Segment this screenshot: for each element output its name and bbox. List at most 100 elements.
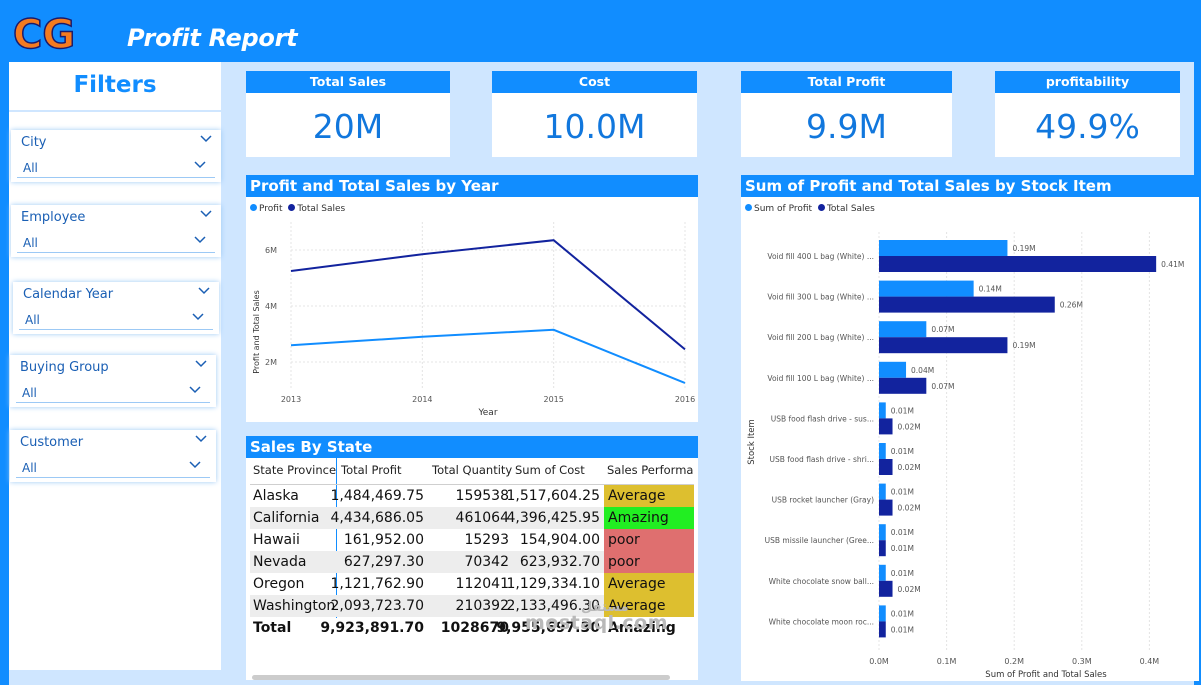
x-tick-label: 2016 (675, 395, 695, 404)
watermark-text: mostaql.com (525, 612, 669, 634)
chevron-down-icon[interactable] (194, 434, 208, 444)
data-label: 0.19M (1012, 244, 1035, 253)
slicer-dropdown[interactable]: All (16, 381, 210, 403)
data-label: 0.07M (931, 325, 954, 334)
chevron-down-icon[interactable] (193, 160, 207, 170)
slicer-customer[interactable]: Customer All (10, 430, 216, 482)
slicer-buying-group[interactable]: Buying Group All (10, 355, 216, 407)
bar-chart-panel[interactable]: Sum of Profit and Total Sales by Stock I… (741, 175, 1199, 681)
column-header[interactable]: Total Profit (341, 463, 402, 477)
table-row[interactable]: Washington 2,093,723.70 210392 2,133,496… (250, 595, 694, 617)
cell-cost: 1,517,604.25 (506, 488, 600, 504)
cell-quantity: 210392 (455, 598, 509, 614)
chevron-down-icon[interactable] (199, 134, 213, 144)
kpi-value: 10.0M (543, 107, 646, 146)
slicer-calendar-year[interactable]: Calendar Year All (13, 282, 219, 334)
legend-item: Total Sales (826, 204, 875, 214)
slicer-value: All (22, 386, 37, 400)
column-header[interactable]: Sum of Cost (515, 463, 585, 477)
data-label: 0.19M (1012, 341, 1035, 350)
cell-profit: 161,952.00 (343, 532, 424, 548)
chart-legend[interactable]: Sum of Profit Total Sales (745, 204, 875, 214)
category-label: USB food flash drive - shri... (769, 455, 874, 464)
cell-state: Nevada (253, 554, 307, 570)
bar-total-sales (879, 580, 893, 597)
chevron-down-icon[interactable] (197, 286, 211, 296)
cell-performance: poor (604, 529, 694, 551)
slicer-employee[interactable]: Employee All (11, 205, 221, 257)
table-row[interactable]: Oregon 1,121,762.90 112041 1,129,334.10 … (250, 573, 694, 595)
slicer-dropdown[interactable]: All (16, 456, 210, 478)
slicer-dropdown[interactable]: All (19, 308, 213, 330)
legend-item: Sum of Profit (754, 204, 813, 214)
cell-profit: 2,093,723.70 (330, 598, 424, 614)
column-header[interactable]: Total Quantity (432, 463, 513, 477)
column-header[interactable]: State Province (253, 463, 337, 477)
svg-text:CG: CG (13, 12, 75, 56)
table-row[interactable]: Nevada 627,297.30 70342 623,932.70 poor (250, 551, 694, 573)
bar-sum-of-profit (879, 321, 927, 338)
x-tick-label: 2014 (412, 395, 432, 404)
kpi-total-profit[interactable]: Total Profit 9.9M (741, 71, 952, 157)
bar-total-sales (879, 621, 886, 638)
bar-sum-of-profit (879, 564, 886, 581)
cell-performance: Average (604, 595, 694, 617)
kpi-cost[interactable]: Cost 10.0M (492, 71, 697, 157)
cell-performance: poor (604, 551, 694, 573)
category-label: Void fill 300 L bag (White) ... (767, 293, 874, 302)
cell-quantity: 15293 (464, 532, 509, 548)
cell-cost: 623,932.70 (519, 554, 600, 570)
chart-legend[interactable]: Profit Total Sales (250, 204, 345, 214)
watermark-arabic: مستقل (581, 600, 629, 615)
page-title: Profit Report (127, 24, 298, 52)
slicer-dropdown[interactable]: All (17, 156, 215, 178)
kpi-label: Total Sales (246, 71, 450, 93)
x-tick-label: 2015 (543, 395, 563, 404)
table-title: Sales By State (246, 436, 698, 458)
slicer-label: Employee (21, 210, 86, 225)
kpi-total-sales[interactable]: Total Sales 20M (246, 71, 450, 157)
chevron-down-icon[interactable] (194, 359, 208, 369)
chevron-down-icon[interactable] (199, 209, 213, 219)
x-tick-label: 0.0M (869, 657, 889, 666)
sales-by-state-table[interactable]: Sales By State State Province Total Prof… (246, 436, 698, 680)
category-label: USB missile launcher (Gree... (765, 536, 874, 545)
column-divider (336, 458, 337, 618)
category-label: USB food flash drive - sus... (771, 414, 874, 423)
line-chart[interactable]: 2M 4M 6M 2013 2014 2015 2016 Year Profit and Tot… (246, 197, 698, 422)
chevron-down-icon[interactable] (188, 385, 202, 395)
cell-quantity: 112041 (455, 576, 509, 592)
cell-state: California (253, 510, 320, 526)
chevron-down-icon[interactable] (191, 312, 205, 322)
column-header[interactable]: Sales Performan (607, 463, 693, 477)
table-divider (250, 484, 694, 485)
table-horizontal-scrollbar[interactable] (252, 675, 670, 680)
bar-chart[interactable]: 0.0M 0.1M 0.2M 0.3M 0.4M Void fill 400 L bag … (741, 197, 1199, 681)
y-axis-title: Stock Item (747, 419, 757, 465)
chevron-down-icon[interactable] (188, 460, 202, 470)
line-chart-panel[interactable]: Profit and Total Sales by Year Profit To… (246, 175, 698, 422)
legend-marker (745, 204, 752, 211)
data-label: 0.02M (898, 504, 921, 513)
cell-cost: 1,129,334.10 (506, 576, 600, 592)
kpi-profitability[interactable]: profitability 49.9% (995, 71, 1180, 157)
chevron-down-icon[interactable] (193, 235, 207, 245)
bar-sum-of-profit (879, 402, 886, 419)
chart-title: Sum of Profit and Total Sales by Stock I… (741, 175, 1199, 197)
table-total-row[interactable]: Total 9,923,891.70 1028670 9,955,697.30 … (250, 617, 694, 639)
table-row[interactable]: California 4,434,686.05 461064 4,396,425… (250, 507, 694, 529)
kpi-value: 49.9% (1035, 107, 1140, 146)
kpi-label: Cost (492, 71, 697, 93)
cell-performance: Average (604, 573, 694, 595)
data-label: 0.14M (979, 285, 1002, 294)
slicer-city[interactable]: City All (11, 130, 221, 182)
kpi-value: 20M (312, 107, 384, 146)
table-row[interactable]: Alaska 1,484,469.75 159538 1,517,604.25 … (250, 485, 694, 507)
bar-total-sales (879, 499, 893, 516)
bar-sum-of-profit (879, 280, 974, 297)
table-row[interactable]: Hawaii 161,952.00 15293 154,904.00 poor (250, 529, 694, 551)
cell-state: Hawaii (253, 532, 300, 548)
data-label: 0.02M (898, 585, 921, 594)
slicer-dropdown[interactable]: All (17, 231, 215, 253)
bar-total-sales (879, 337, 1008, 354)
